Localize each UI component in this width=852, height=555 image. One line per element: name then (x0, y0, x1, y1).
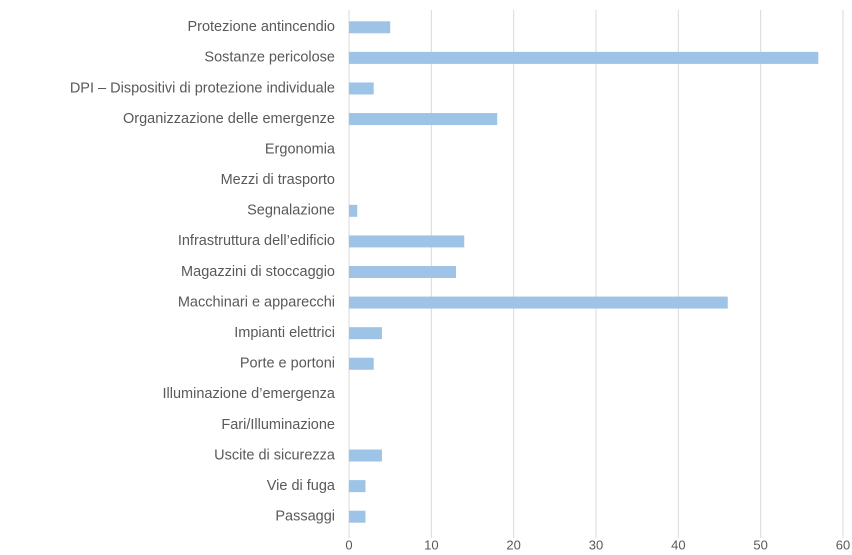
x-tick-label: 30 (589, 537, 603, 552)
x-tick-label: 40 (671, 537, 685, 552)
y-tick-label: Porte e portoni (240, 356, 335, 372)
bar (349, 82, 374, 95)
bar (349, 51, 819, 64)
bar (349, 327, 382, 340)
y-tick-label: Illuminazione d’emergenza (163, 386, 336, 402)
y-tick-label: DPI – Dispositivi di protezione individu… (70, 80, 335, 96)
y-tick-label: Ergonomia (265, 141, 336, 157)
y-tick-label: Impianti elettrici (234, 325, 335, 341)
bar (349, 235, 465, 248)
y-tick-label: Fari/Illuminazione (221, 417, 335, 433)
y-tick-label: Macchinari e apparecchi (178, 294, 335, 310)
y-tick-label: Vie di fuga (267, 478, 336, 494)
y-tick-label: Passaggi (275, 509, 335, 525)
y-tick-label: Uscite di sicurezza (214, 447, 336, 463)
bar (349, 113, 498, 126)
bar (349, 21, 391, 34)
y-tick-label: Protezione antincendio (187, 19, 335, 35)
bar (349, 480, 366, 493)
x-tick-label: 50 (753, 537, 767, 552)
x-tick-label: 0 (345, 537, 352, 552)
bar (349, 296, 728, 309)
y-tick-label: Segnalazione (247, 203, 335, 219)
y-tick-label: Infrastruttura dell’edificio (178, 233, 335, 249)
bar (349, 204, 358, 217)
x-tick-label: 10 (424, 537, 438, 552)
x-tick-label: 60 (836, 537, 850, 552)
bar (349, 266, 457, 278)
bar (349, 449, 382, 462)
bar (349, 510, 366, 523)
y-tick-label: Magazzini di stoccaggio (181, 264, 335, 280)
y-tick-label: Mezzi di trasporto (221, 172, 335, 188)
y-tick-label: Organizzazione delle emergenze (123, 111, 335, 127)
y-tick-label: Sostanze pericolose (204, 50, 335, 66)
bar (349, 357, 374, 370)
x-tick-label: 20 (506, 537, 520, 552)
